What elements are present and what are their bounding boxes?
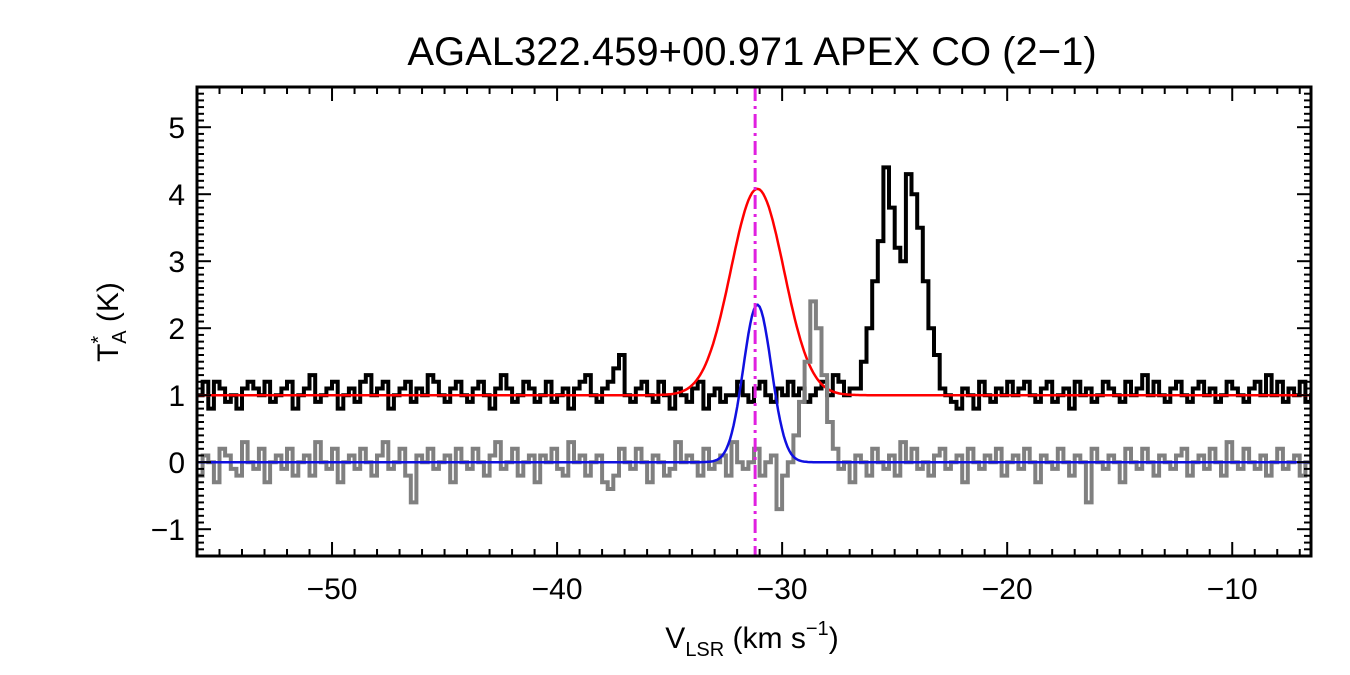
y-tick-label: 2 xyxy=(168,313,185,346)
y-axis-label: T*A (K) xyxy=(88,282,131,362)
x-axis-label: VLSR (km s−1) xyxy=(665,618,838,661)
x-tick-label: −50 xyxy=(307,573,358,606)
y-tick-label: 3 xyxy=(168,246,185,279)
x-tick-label: −40 xyxy=(532,573,583,606)
y-axis-label-sup: * xyxy=(88,336,110,344)
y-tick-label: −1 xyxy=(151,514,185,547)
x-axis-label-sup: −1 xyxy=(806,618,829,640)
residual-spectrum-line xyxy=(197,299,1311,512)
x-axis-label-unit-pre: (km s xyxy=(724,622,806,655)
x-axis-label-unit-post: ) xyxy=(829,622,839,655)
y-tick-label: 5 xyxy=(168,112,185,145)
plot-area xyxy=(197,87,1311,556)
gaussian-fit-line-offset xyxy=(197,187,1311,397)
y-tick-label: 1 xyxy=(168,380,185,413)
y-axis-label-sub: A xyxy=(109,330,131,344)
x-axis-label-main: V xyxy=(665,622,685,655)
chart-title: AGAL322.459+00.971 APEX CO (2−1) xyxy=(407,30,1096,74)
x-tick-label: −10 xyxy=(1207,573,1258,606)
y-axis-label-main: T xyxy=(92,344,125,362)
y-tick-label: 0 xyxy=(168,447,185,480)
y-tick-label: 4 xyxy=(168,179,185,212)
x-axis-label-sub: LSR xyxy=(685,639,724,661)
observed-spectrum-line xyxy=(197,165,1311,411)
x-tick-label: −30 xyxy=(757,573,808,606)
x-tick-label: −20 xyxy=(982,573,1033,606)
ticks-layer xyxy=(197,87,1311,556)
series-layer xyxy=(197,87,1311,556)
y-axis-label-unit: (K) xyxy=(92,282,125,330)
